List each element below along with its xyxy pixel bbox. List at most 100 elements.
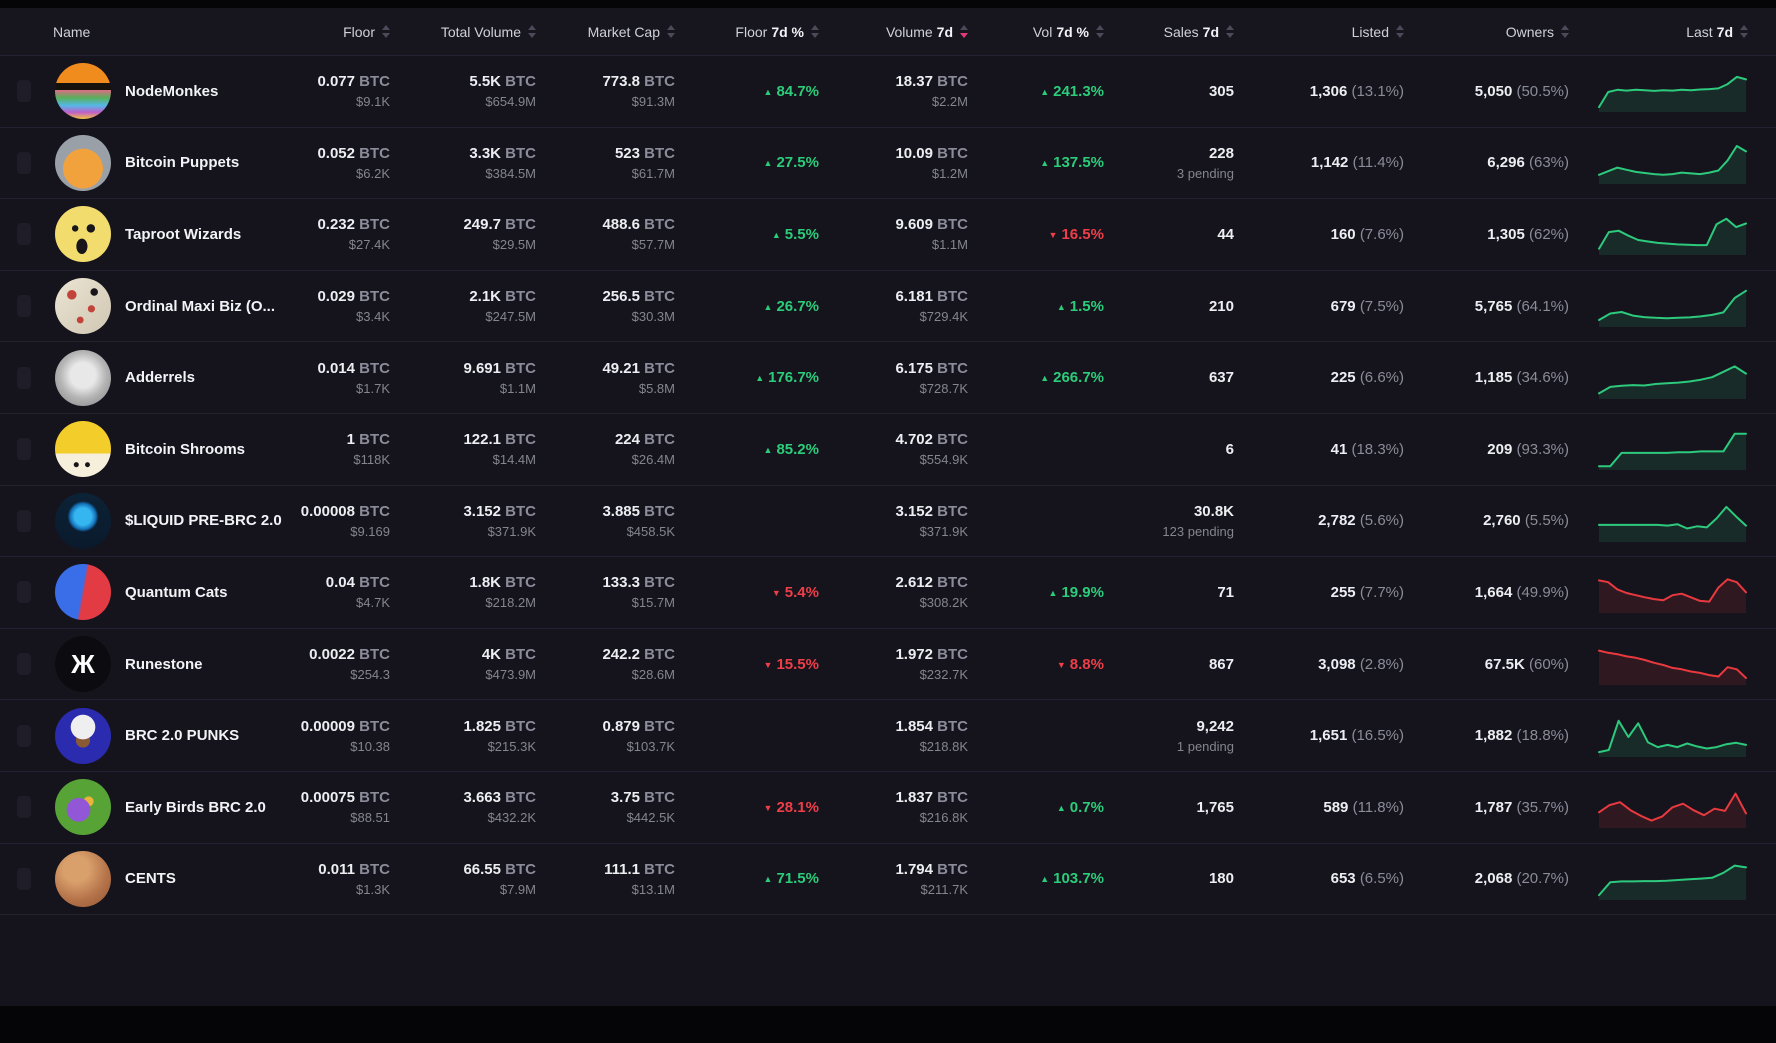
collection-name[interactable]: Runestone — [125, 655, 203, 673]
column-header-name[interactable]: Name — [0, 24, 298, 40]
column-header-floor-7d[interactable]: Floor 7d % — [675, 24, 819, 40]
market-cap-usd: $442.5K — [626, 810, 675, 826]
sparkline-chart — [1598, 505, 1747, 542]
collection-avatar[interactable] — [55, 349, 111, 406]
column-header-vol-7d-pct[interactable]: Vol 7d % — [968, 24, 1104, 40]
table-row[interactable]: Adderrels 0.014 BTC $1.7K 9.691 BTC $1.1… — [0, 342, 1776, 414]
sort-carets-icon[interactable] — [667, 25, 675, 38]
row-handle[interactable] — [17, 80, 31, 103]
column-header-volume-7d[interactable]: Volume 7d — [819, 24, 968, 40]
collection-cell: Bitcoin Puppets — [48, 134, 298, 191]
floor-cell: 0.00009 BTC $10.38 — [298, 718, 390, 754]
column-header-owners[interactable]: Owners — [1404, 24, 1569, 40]
floor-7d-change: ▲ 85.2% — [763, 440, 819, 458]
volume-7d-usd: $218.8K — [919, 738, 968, 754]
column-header-floor[interactable]: Floor — [298, 24, 390, 40]
table-row[interactable]: Quantum Cats 0.04 BTC $4.7K 1.8K BTC $21… — [0, 557, 1776, 629]
owners-cell: 1,305 (62%) — [1487, 225, 1569, 243]
collection-name[interactable]: Early Birds BRC 2.0 — [125, 798, 266, 816]
vol-7d-pct-change: ▲ 137.5% — [1040, 154, 1104, 172]
change-arrow-icon: ▲ — [1048, 587, 1058, 598]
change-arrow-icon: ▲ — [1056, 301, 1066, 312]
vol-7d-pct-change: ▲ 19.9% — [1048, 583, 1104, 601]
column-header-sales-7d[interactable]: Sales 7d — [1104, 24, 1234, 40]
row-handle[interactable] — [17, 223, 31, 246]
sparkline-chart — [1598, 864, 1747, 900]
collection-avatar[interactable]: Ж — [55, 636, 111, 693]
collection-cell: Early Birds BRC 2.0 — [48, 779, 298, 836]
collection-name[interactable]: Adderrels — [125, 369, 196, 387]
volume-7d-cell: 3.152 BTC $371.9K — [819, 503, 968, 539]
row-handle[interactable] — [17, 509, 31, 532]
change-arrow-icon: ▲ — [1040, 158, 1050, 169]
table-row[interactable]: NodeMonkes 0.077 BTC $9.1K 5.5K BTC $654… — [0, 56, 1776, 128]
vol-7d-pct-change: ▼ 8.8% — [1056, 655, 1104, 673]
sort-carets-icon[interactable] — [811, 25, 819, 38]
sort-carets-icon[interactable] — [528, 25, 536, 38]
collection-name[interactable]: Bitcoin Puppets — [125, 154, 240, 172]
table-row[interactable]: Early Birds BRC 2.0 0.00075 BTC $88.51 3… — [0, 772, 1776, 844]
collection-name[interactable]: BRC 2.0 PUNKS — [125, 727, 240, 745]
sort-carets-icon[interactable] — [1226, 25, 1234, 38]
table-row[interactable]: Ordinal Maxi Biz (O... 0.029 BTC $3.4K 2… — [0, 271, 1776, 343]
row-handle[interactable] — [17, 724, 31, 747]
listed-cell: 225 (6.6%) — [1330, 369, 1404, 387]
collection-avatar[interactable] — [55, 850, 111, 907]
sort-carets-icon[interactable] — [1740, 25, 1748, 38]
row-handle[interactable] — [17, 581, 31, 604]
collection-avatar[interactable] — [55, 707, 111, 764]
row-handle[interactable] — [17, 295, 31, 318]
collection-name[interactable]: CENTS — [125, 870, 176, 888]
row-handle[interactable] — [17, 867, 31, 890]
sort-carets-icon[interactable] — [1396, 25, 1404, 38]
collection-name[interactable]: NodeMonkes — [125, 82, 219, 100]
collection-avatar[interactable] — [55, 421, 111, 478]
collection-name[interactable]: Ordinal Maxi Biz (O... — [125, 297, 276, 315]
total-volume-usd: $29.5M — [492, 237, 536, 253]
row-handle[interactable] — [17, 653, 31, 676]
collection-avatar[interactable] — [55, 779, 111, 836]
sort-carets-icon[interactable] — [1096, 25, 1104, 38]
sparkline-chart — [1598, 144, 1747, 184]
column-header-last-7d[interactable]: Last 7d — [1569, 24, 1776, 40]
row-handle[interactable] — [17, 796, 31, 819]
floor-cell: 0.011 BTC $1.3K — [298, 861, 390, 897]
collection-name[interactable]: $LIQUID PRE-BRC 2.0 — [125, 512, 282, 530]
sales-pending: 3 pending — [1176, 165, 1234, 181]
sort-carets-icon-active[interactable] — [960, 25, 968, 38]
table-row[interactable]: $LIQUID PRE-BRC 2.0 0.00008 BTC $9.169 3… — [0, 486, 1776, 558]
row-handle[interactable] — [17, 366, 31, 389]
table-row[interactable]: CENTS 0.011 BTC $1.3K 66.55 BTC $7.9M 11… — [0, 844, 1776, 916]
floor-7d-change: ▲ 26.7% — [763, 297, 819, 315]
sparkline-chart — [1598, 578, 1747, 614]
listed-cell: 589 (11.8%) — [1323, 798, 1404, 816]
table-row[interactable]: Taproot Wizards 0.232 BTC $27.4K 249.7 B… — [0, 199, 1776, 271]
collection-avatar[interactable] — [55, 492, 111, 549]
row-handle[interactable] — [17, 438, 31, 461]
floor-usd: $88.51 — [350, 810, 390, 826]
collection-avatar[interactable] — [55, 278, 111, 335]
collection-avatar[interactable] — [55, 564, 111, 621]
last-7d-sparkline — [1569, 784, 1776, 830]
total-volume-cell: 9.691 BTC $1.1M — [390, 360, 536, 396]
floor-cell: 0.00008 BTC $9.169 — [298, 503, 390, 539]
collection-avatar[interactable] — [55, 63, 111, 120]
column-header-listed[interactable]: Listed — [1234, 24, 1404, 40]
sort-carets-icon[interactable] — [1561, 25, 1569, 38]
vol-7d-pct-change: ▲ 266.7% — [1040, 369, 1104, 387]
collection-name[interactable]: Taproot Wizards — [125, 225, 242, 243]
table-row[interactable]: Bitcoin Shrooms 1 BTC $118K 122.1 BTC $1… — [0, 414, 1776, 486]
collection-name[interactable]: Quantum Cats — [125, 583, 228, 601]
column-header-total-volume[interactable]: Total Volume — [390, 24, 536, 40]
collection-name[interactable]: Bitcoin Shrooms — [125, 440, 246, 458]
change-arrow-icon: ▲ — [763, 158, 773, 169]
sort-carets-icon[interactable] — [382, 25, 390, 38]
row-handle[interactable] — [17, 151, 31, 174]
table-row[interactable]: Bitcoin Puppets 0.052 BTC $6.2K 3.3K BTC… — [0, 128, 1776, 200]
table-row[interactable]: Ж Runestone 0.0022 BTC $254.3 4K BTC $47… — [0, 629, 1776, 701]
table-row[interactable]: BRC 2.0 PUNKS 0.00009 BTC $10.38 1.825 B… — [0, 700, 1776, 772]
column-header-market-cap[interactable]: Market Cap — [536, 24, 675, 40]
collection-avatar[interactable] — [55, 206, 111, 263]
collection-avatar[interactable] — [55, 134, 111, 191]
floor-cell: 0.04 BTC $4.7K — [298, 574, 390, 610]
